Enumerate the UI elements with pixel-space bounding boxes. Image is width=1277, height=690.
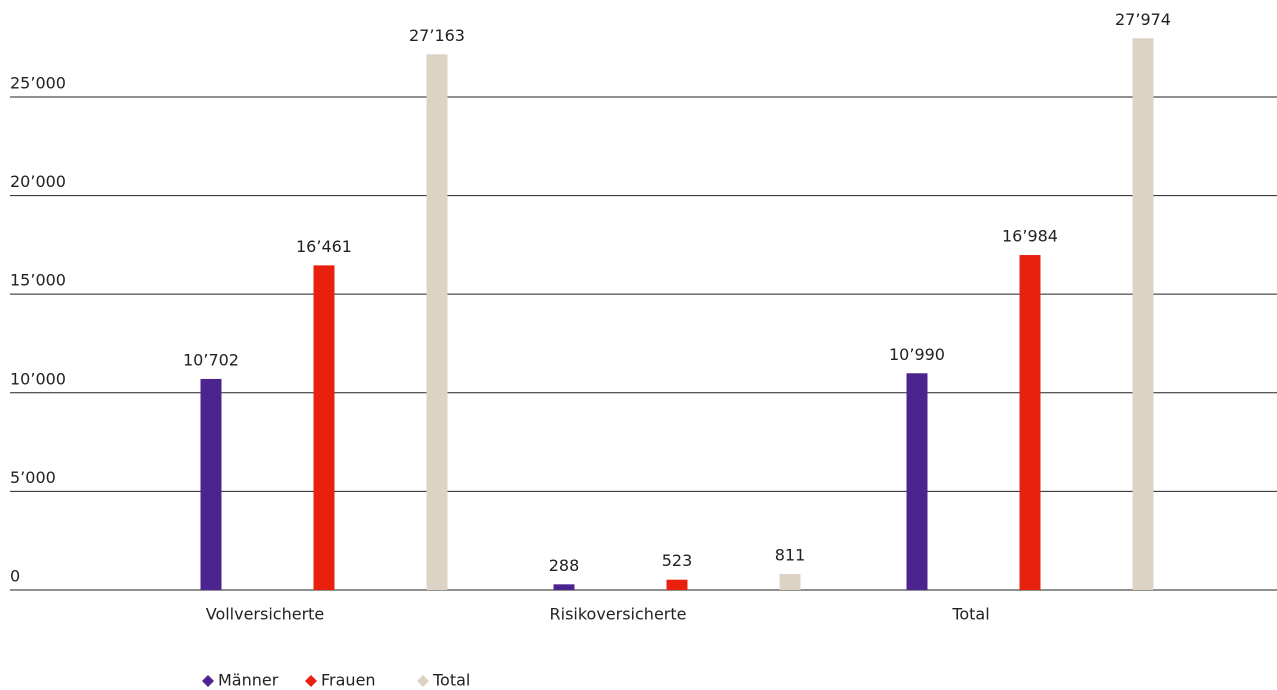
data-label: 10’702 — [183, 350, 239, 369]
bar — [313, 265, 335, 590]
bar — [200, 378, 222, 590]
y-tick-label: 15’000 — [10, 271, 66, 290]
data-label: 27’163 — [409, 26, 465, 45]
legend-label: Total — [432, 671, 470, 690]
legend-marker — [417, 675, 429, 687]
data-label: 523 — [662, 551, 693, 570]
x-tick-label: Total — [951, 605, 989, 624]
data-label: 10’990 — [889, 345, 945, 364]
bar — [1019, 255, 1041, 590]
data-label: 288 — [549, 556, 580, 575]
bar — [906, 373, 928, 590]
bar — [779, 574, 801, 590]
legend-marker — [305, 675, 317, 687]
legend-label: Männer — [218, 671, 279, 690]
data-label: 16’984 — [1002, 227, 1058, 246]
bar — [553, 584, 575, 590]
y-tick-label: 10’000 — [10, 369, 66, 388]
data-label: 16’461 — [296, 237, 352, 256]
legend-marker — [202, 675, 214, 687]
x-tick-label: Risikoversicherte — [550, 605, 687, 624]
bar — [426, 54, 448, 591]
x-tick-label: Vollversicherte — [206, 605, 325, 624]
data-label: 27’974 — [1115, 10, 1171, 29]
legend-label: Frauen — [321, 671, 376, 690]
y-tick-label: 25’000 — [10, 73, 66, 92]
bar — [666, 579, 688, 590]
bar — [1132, 38, 1154, 591]
y-tick-label: 0 — [10, 567, 20, 586]
y-tick-label: 20’000 — [10, 172, 66, 191]
y-tick-label: 5’000 — [10, 468, 56, 487]
data-label: 811 — [775, 546, 806, 565]
